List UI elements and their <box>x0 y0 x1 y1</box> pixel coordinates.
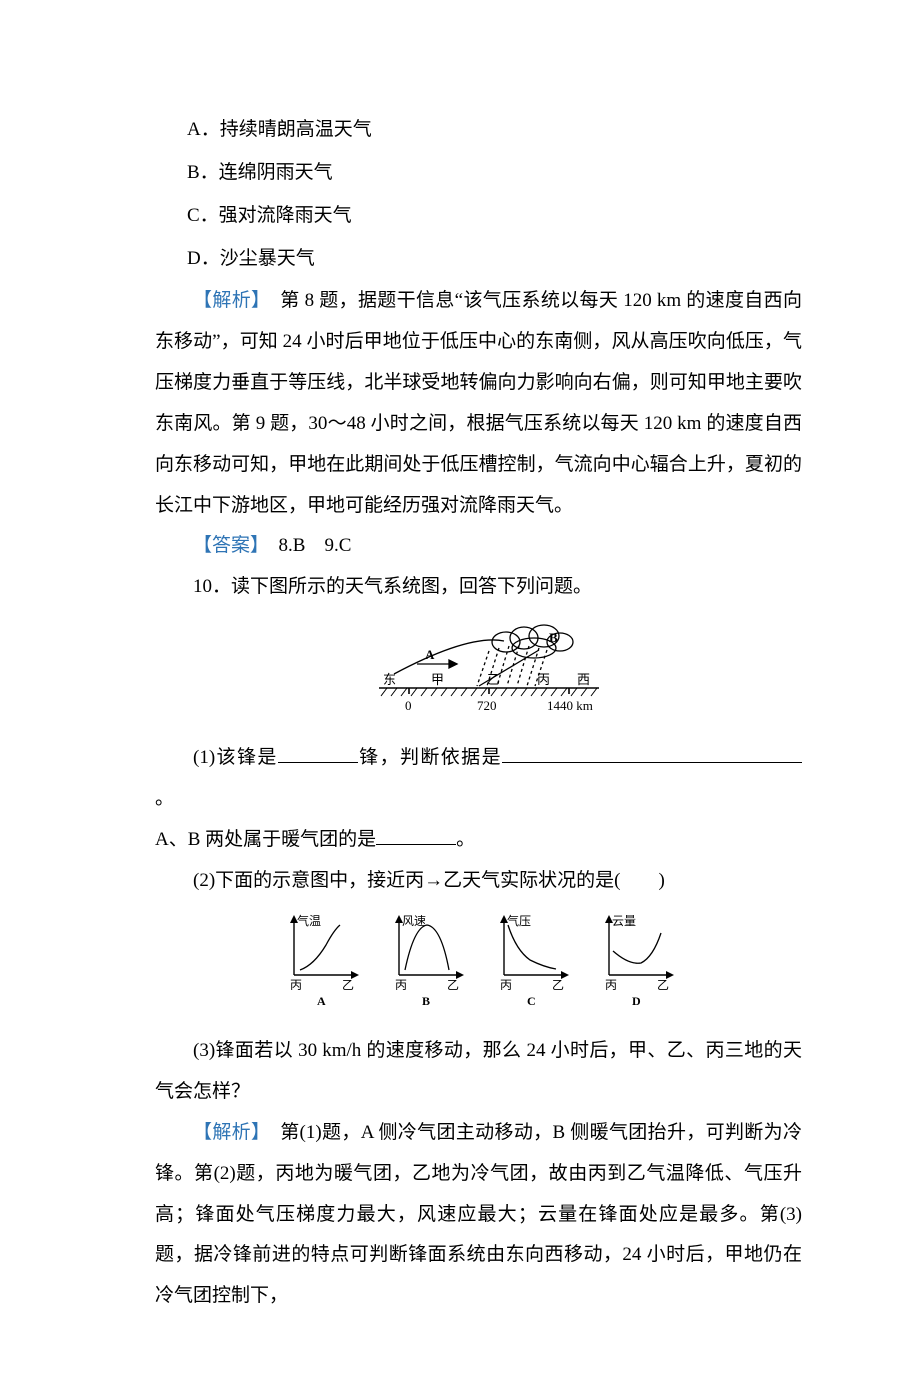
q10-sub1: (1)该锋是 锋，判断依据是。 <box>155 738 802 820</box>
svg-text:丙: 丙 <box>395 978 407 992</box>
fig-label-a: A <box>425 647 435 662</box>
fig-east: 东 <box>383 672 396 687</box>
svg-text:气压: 气压 <box>507 913 531 928</box>
analysis-label-2: 【解析】 <box>193 1122 261 1143</box>
svg-text:乙: 乙 <box>657 978 669 992</box>
option-d: D．沙尘暴天气 <box>155 239 802 280</box>
fig-label-b: B <box>549 630 558 645</box>
svg-text:乙: 乙 <box>342 978 354 992</box>
answer-1: 【答案】 8.B 9.C <box>155 526 802 567</box>
analysis-1: 【解析】 第 8 题，据题干信息“该气压系统以每天 120 km 的速度自西向东… <box>155 281 802 526</box>
option-b: B．连绵阴雨天气 <box>155 153 802 194</box>
svg-text:A: A <box>317 994 326 1008</box>
weather-system-figure: A B 东 甲 乙 丙 西 0 720 1440 km <box>155 616 802 732</box>
q10-sub2: (2)下面的示意图中，接近丙→乙天气实际状况的是( ) <box>155 861 802 902</box>
fig-t1440: 1440 km <box>547 698 593 713</box>
sub1-b: 锋，判断依据是 <box>358 747 502 768</box>
fig-yi: 乙 <box>487 672 500 687</box>
analysis-2: 【解析】 第(1)题，A 侧冷气团主动移动，B 侧暖气团抬升，可判断为冷锋。第(… <box>155 1113 802 1317</box>
mini-charts: 气温 丙 乙 A 风速 丙 乙 B <box>155 909 802 1025</box>
fig-t0: 0 <box>405 698 412 713</box>
q10-sub3: (3)锋面若以 30 km/h 的速度移动，那么 24 小时后，甲、乙、丙三地的… <box>155 1031 802 1113</box>
svg-text:丙: 丙 <box>290 978 302 992</box>
svg-text:丙: 丙 <box>500 978 512 992</box>
answer-label: 【答案】 <box>193 535 260 556</box>
svg-text:云量: 云量 <box>612 914 636 928</box>
fig-jia: 甲 <box>431 672 444 687</box>
svg-text:B: B <box>422 994 430 1008</box>
sub1-line2-b: 。 <box>456 829 475 850</box>
svg-text:D: D <box>632 994 641 1008</box>
sub1-a: (1)该锋是 <box>193 747 278 768</box>
sub1-line2-a: A、B 两处属于暖气团的是 <box>155 829 376 850</box>
fig-bing: 丙 <box>537 672 550 687</box>
blank-front-type <box>278 742 358 763</box>
option-c: C．强对流降雨天气 <box>155 196 802 237</box>
q10-stem: 10．读下图所示的天气系统图，回答下列问题。 <box>155 567 802 608</box>
option-a: A．持续晴朗高温天气 <box>155 110 802 151</box>
svg-text:乙: 乙 <box>552 978 564 992</box>
answer-1-text: 8.B 9.C <box>260 535 352 556</box>
analysis-1-text: 第 8 题，据题干信息“该气压系统以每天 120 km 的速度自西向东移动”，可… <box>155 290 802 515</box>
blank-reason <box>502 742 802 763</box>
fig-t720: 720 <box>477 698 497 713</box>
svg-text:乙: 乙 <box>447 978 459 992</box>
svg-text:气温: 气温 <box>297 913 321 928</box>
svg-text:C: C <box>527 994 536 1008</box>
analysis-2-text: 第(1)题，A 侧冷气团主动移动，B 侧暖气团抬升，可判断为冷锋。第(2)题，丙… <box>155 1122 802 1306</box>
analysis-label: 【解析】 <box>193 290 261 311</box>
sub1-c: 。 <box>155 788 174 809</box>
q10-sub1-line2: A、B 两处属于暖气团的是 。 <box>155 820 802 861</box>
svg-text:风速: 风速 <box>402 914 426 928</box>
svg-text:丙: 丙 <box>605 978 617 992</box>
fig-west: 西 <box>577 672 590 687</box>
blank-warm <box>376 824 456 845</box>
